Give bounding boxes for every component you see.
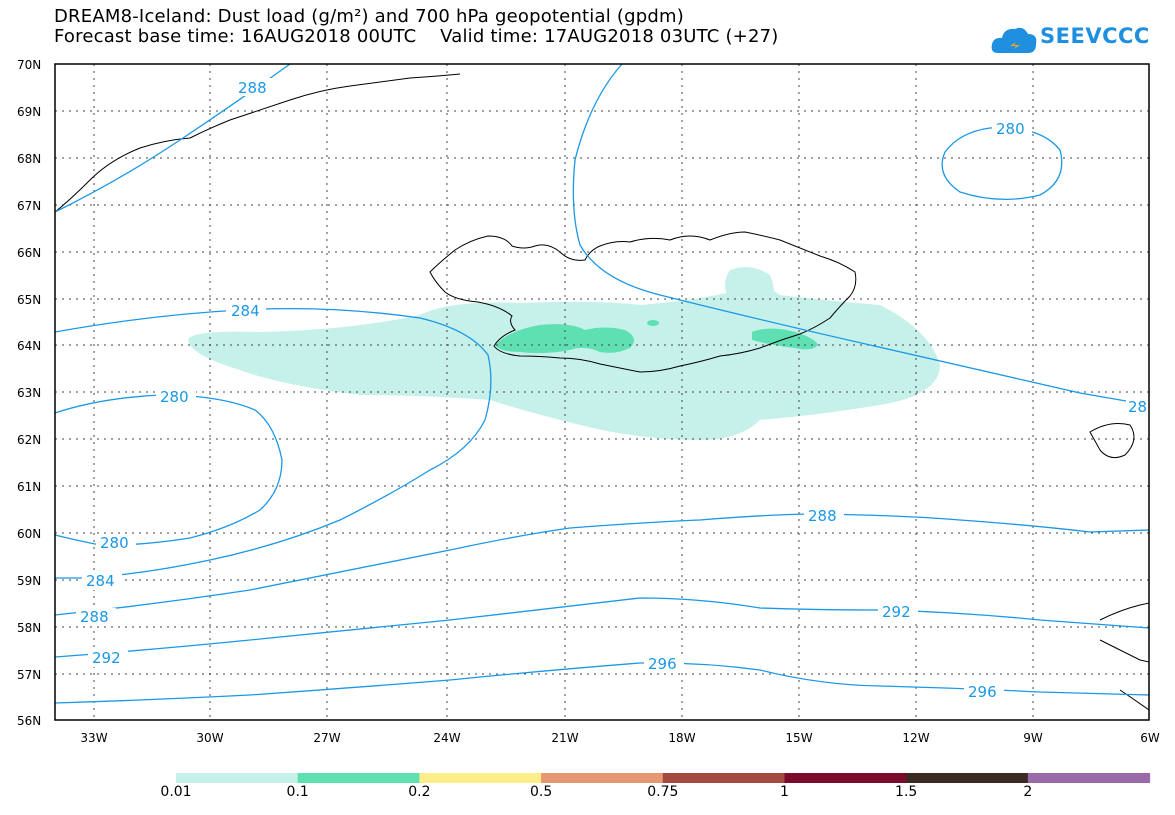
lon-label: 27W — [313, 731, 340, 745]
contour-296 — [54, 662, 1150, 704]
colorbar-label: 1 — [780, 784, 789, 800]
lon-label: 12W — [902, 731, 929, 745]
greenland-coast — [54, 73, 461, 213]
colorbar-swatch — [1027, 773, 1151, 783]
lat-label: 65N — [17, 293, 41, 307]
lat-label: 57N — [17, 668, 41, 682]
contour-labels: 288 284 280 280 280 284 288 288 292 292 … — [80, 79, 1148, 701]
longitude-labels: 33W 30W 27W 24W 21W 18W 15W 12W 9W 6W — [80, 731, 1159, 745]
contour-label: 284 — [86, 572, 115, 590]
lat-label: 67N — [17, 199, 41, 213]
iceland-coast — [429, 231, 857, 373]
lon-label: 18W — [668, 731, 695, 745]
colorbar-swatch — [297, 773, 420, 783]
colorbar-label: 0.5 — [529, 784, 553, 800]
lat-label: 62N — [17, 433, 41, 447]
colorbar — [176, 773, 1151, 783]
colorbar-label: 0.75 — [647, 784, 679, 800]
dust-plume-light — [188, 266, 940, 440]
colorbar-swatch — [176, 773, 299, 783]
lat-label: 66N — [17, 246, 41, 260]
coastlines — [54, 73, 1150, 711]
grid-lines — [55, 64, 1149, 720]
lon-label: 30W — [196, 731, 223, 745]
faroe-coast — [1089, 423, 1135, 459]
contour-ridge — [572, 63, 1150, 406]
contour-280-west — [54, 394, 283, 546]
colorbar-label: 1.5 — [895, 784, 918, 800]
lat-label: 61N — [17, 480, 41, 494]
colorbar-label: 0.2 — [408, 784, 431, 800]
lat-label: 64N — [17, 339, 41, 353]
colorbar-swatch — [419, 773, 542, 783]
lon-label: 9W — [1023, 731, 1043, 745]
colorbar-swatch — [906, 773, 1029, 783]
contour-label: 280 — [100, 534, 129, 552]
map-frame — [54, 63, 1150, 721]
contour-label: 288 — [80, 608, 109, 626]
map-subtitle: Forecast base time: 16AUG2018 00UTC Vali… — [54, 26, 779, 47]
lon-label: 33W — [80, 731, 107, 745]
colorbar-label: 2 — [1023, 784, 1033, 800]
colorbar-label: 0.1 — [286, 784, 309, 800]
contour-label: 296 — [968, 683, 997, 701]
lat-label: 60N — [17, 527, 41, 541]
lat-label: 70N — [17, 58, 41, 72]
map-title: DREAM8-Iceland: Dust load (g/m²) and 700… — [54, 6, 684, 27]
lon-label: 24W — [433, 731, 460, 745]
lon-label: 6W — [1140, 731, 1160, 745]
contour-280-east — [941, 127, 1063, 200]
contour-label: 288 — [808, 507, 837, 525]
colorbar-swatch — [662, 773, 785, 783]
contour-288-south — [54, 513, 1150, 616]
colorbar-swatch — [541, 773, 664, 783]
logo-text: SEEVCCC — [1040, 24, 1150, 48]
contour-label: 280 — [996, 120, 1025, 138]
lat-label: 63N — [17, 386, 41, 400]
colorbar-label: 0.01 — [160, 784, 192, 800]
lon-label: 15W — [785, 731, 812, 745]
contour-label: 292 — [882, 603, 911, 621]
contour-label: 284 — [231, 302, 260, 320]
latitude-labels: 70N 69N 68N 67N 66N 65N 64N 63N 62N 61N … — [17, 58, 41, 728]
contour-label: 296 — [648, 655, 677, 673]
contour-label: 292 — [92, 649, 121, 667]
scotland-coast — [1099, 602, 1150, 711]
lat-label: 58N — [17, 621, 41, 635]
lat-label: 59N — [17, 574, 41, 588]
lat-label: 69N — [17, 105, 41, 119]
cloud-icon — [991, 27, 1037, 53]
contour-label: 28 — [1128, 398, 1147, 416]
lat-label: 68N — [17, 152, 41, 166]
lat-label: 56N — [17, 714, 41, 728]
colorbar-swatch — [784, 773, 907, 783]
contour-label: 288 — [238, 79, 267, 97]
lon-label: 21W — [551, 731, 578, 745]
contour-label: 280 — [160, 388, 189, 406]
